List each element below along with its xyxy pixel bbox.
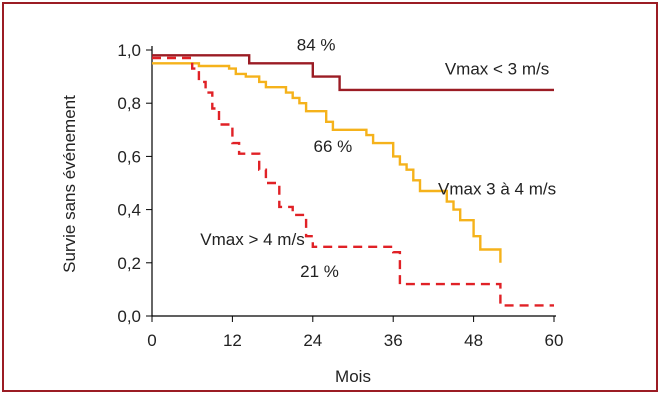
y-tick-label: 0,4 [117,201,141,220]
annotation-label: Vmax 3 à 4 m/s [438,179,556,198]
chart-frame [2,2,658,392]
series-line-3 [152,56,554,307]
y-tick-label: 0,6 [117,147,141,166]
annotation-label: 21 % [300,262,339,281]
x-tick-label: 36 [384,331,403,350]
y-tick-label: 1,0 [117,41,141,60]
y-tick-label: 0,8 [117,94,141,113]
annotation-label: Vmax > 4 m/s [200,230,304,249]
y-tick-label: 0,2 [117,254,141,273]
survival-curves [152,54,554,307]
y-axis-label: Survie sans événement [60,95,79,273]
axes [146,46,556,322]
annotation-label: 84 % [297,36,336,55]
y-tick-label: 0,0 [117,307,141,326]
x-tick-label: 24 [303,331,322,350]
x-axis-label: Mois [335,367,371,386]
annotation-label: Vmax < 3 m/s [445,60,549,79]
annotation-label: 66 % [314,137,353,156]
series-line-1 [152,54,554,92]
series-line-2 [152,62,502,263]
tick-labels: 0,0 0,2 0,4 0,6 0,8 1,0 0 12 24 36 48 60 [117,41,563,350]
x-tick-label: 48 [464,331,483,350]
x-tick-label: 12 [223,331,242,350]
x-tick-label: 0 [147,331,156,350]
annotations: 84 % 66 % 21 % Vmax < 3 m/s Vmax 3 à 4 m/s Vm… [200,36,556,281]
x-tick-label: 60 [545,331,564,350]
